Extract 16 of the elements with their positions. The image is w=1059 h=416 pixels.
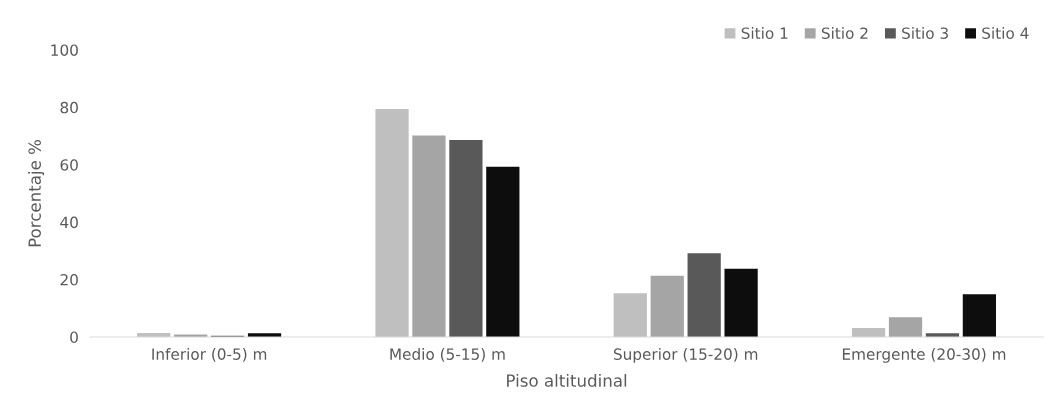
x-tick-label: Superior (15-20) m bbox=[613, 348, 758, 363]
x-tick-label: Medio (5-15) m bbox=[390, 348, 505, 362]
legend-label: Sitio 2 bbox=[821, 27, 868, 39]
legend-label: Sitio 1 bbox=[741, 27, 788, 39]
x-tick-label: Inferior (0-5) m bbox=[152, 348, 267, 362]
x-tick-label: Emergente (20-30) m bbox=[842, 348, 1006, 363]
y-tick-label: 100 bbox=[51, 44, 78, 56]
y-tick-label: 60 bbox=[60, 159, 78, 171]
legend-label: Sitio 4 bbox=[982, 27, 1029, 39]
y-axis-title: Porcentaje % bbox=[28, 139, 45, 247]
y-tick-label: 0 bbox=[70, 331, 78, 343]
y-tick-label: 40 bbox=[60, 216, 78, 229]
x-axis-title: Piso altitudinal bbox=[507, 373, 627, 387]
legend-label: Sitio 3 bbox=[902, 27, 948, 39]
y-tick-label: 20 bbox=[60, 274, 78, 286]
y-tick-label: 80 bbox=[60, 101, 78, 114]
